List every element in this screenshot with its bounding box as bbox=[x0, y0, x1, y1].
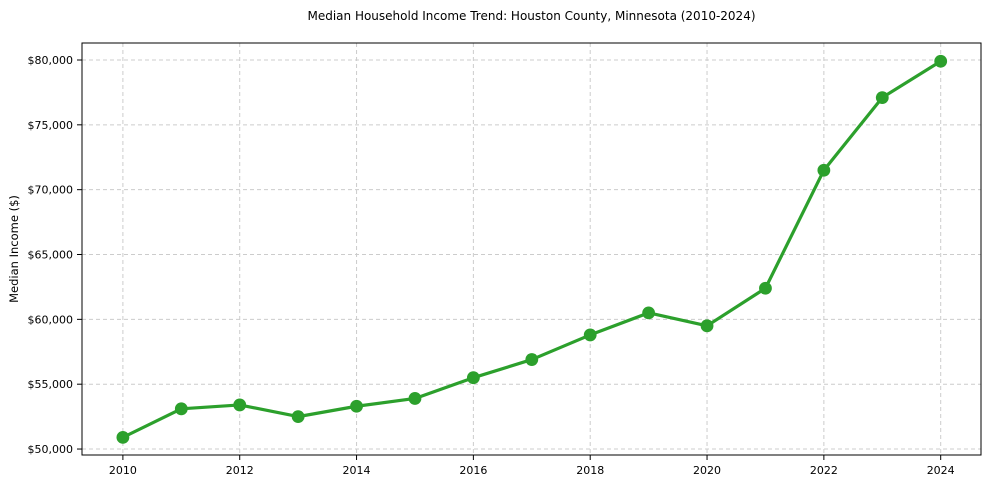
data-point bbox=[934, 54, 948, 68]
data-point bbox=[875, 91, 889, 104]
data-point bbox=[291, 410, 305, 424]
y-tick-label: $65,000 bbox=[28, 249, 74, 262]
data-point bbox=[817, 163, 831, 177]
x-tick-label: 2016 bbox=[459, 464, 487, 477]
trend-line bbox=[121, 59, 943, 439]
y-tick-label: $55,000 bbox=[28, 378, 74, 391]
data-point bbox=[174, 402, 188, 416]
data-point bbox=[466, 371, 480, 385]
y-tick-label: $70,000 bbox=[28, 184, 74, 197]
data-point bbox=[350, 399, 363, 413]
x-tick-label: 2012 bbox=[226, 464, 254, 477]
y-tick-label: $50,000 bbox=[28, 443, 74, 456]
plot-border bbox=[81, 42, 982, 456]
data-point bbox=[233, 398, 247, 412]
x-tick-label: 2010 bbox=[109, 464, 137, 477]
data-point bbox=[408, 392, 422, 405]
x-tick-label: 2022 bbox=[810, 464, 838, 477]
data-point bbox=[525, 353, 539, 366]
data-point bbox=[759, 281, 772, 295]
data-point bbox=[116, 430, 130, 444]
data-point bbox=[700, 319, 714, 333]
x-tick-label: 2024 bbox=[927, 464, 955, 477]
data-point bbox=[642, 306, 656, 320]
x-tick-label: 2020 bbox=[693, 464, 721, 477]
chart-title: Median Household Income Trend: Houston C… bbox=[307, 9, 756, 23]
x-tick-label: 2018 bbox=[576, 464, 604, 477]
data-point bbox=[583, 328, 597, 342]
y-tick-label: $60,000 bbox=[28, 313, 74, 326]
y-tick-label: $75,000 bbox=[28, 119, 74, 132]
x-tick-label: 2014 bbox=[343, 464, 371, 477]
y-tick-label: $80,000 bbox=[28, 54, 74, 67]
